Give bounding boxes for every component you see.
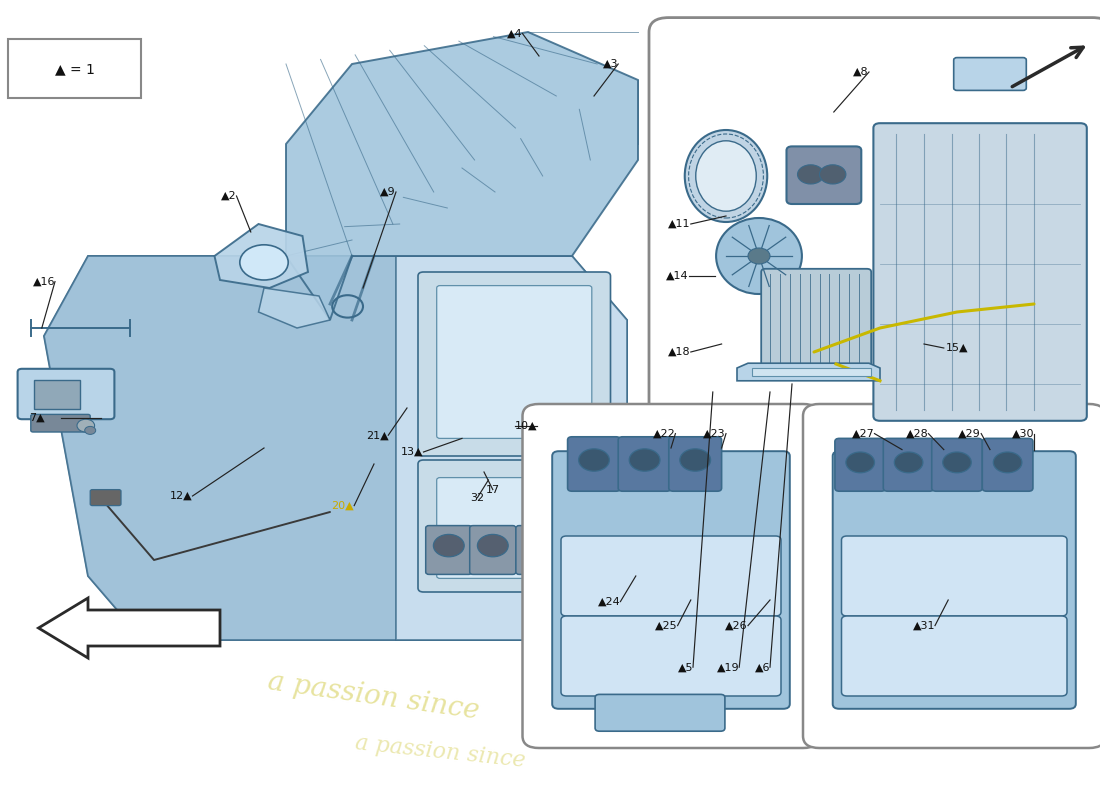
Text: 17: 17 xyxy=(486,485,499,494)
Text: 12▲: 12▲ xyxy=(169,491,192,501)
Circle shape xyxy=(477,534,508,557)
FancyBboxPatch shape xyxy=(470,526,516,574)
FancyBboxPatch shape xyxy=(595,694,725,731)
Polygon shape xyxy=(396,256,627,640)
Circle shape xyxy=(433,534,464,557)
FancyBboxPatch shape xyxy=(873,123,1087,421)
FancyBboxPatch shape xyxy=(561,616,781,696)
FancyBboxPatch shape xyxy=(932,438,982,491)
Text: a passion since: a passion since xyxy=(354,732,526,772)
Circle shape xyxy=(820,165,846,184)
FancyBboxPatch shape xyxy=(561,536,781,616)
Text: 20▲: 20▲ xyxy=(331,501,354,510)
Polygon shape xyxy=(752,368,871,376)
Polygon shape xyxy=(258,288,330,328)
FancyBboxPatch shape xyxy=(426,526,472,574)
Circle shape xyxy=(993,452,1022,473)
Ellipse shape xyxy=(695,141,757,211)
Text: 21▲: 21▲ xyxy=(365,430,388,440)
Circle shape xyxy=(894,452,923,473)
Text: ▲14: ▲14 xyxy=(666,271,689,281)
Text: 13▲: 13▲ xyxy=(402,447,424,457)
Circle shape xyxy=(240,245,288,280)
Circle shape xyxy=(629,449,660,471)
FancyBboxPatch shape xyxy=(883,438,934,491)
FancyBboxPatch shape xyxy=(31,414,90,432)
Polygon shape xyxy=(286,32,638,320)
Circle shape xyxy=(748,248,770,264)
Text: ▲8: ▲8 xyxy=(854,67,869,77)
Ellipse shape xyxy=(684,130,768,222)
FancyBboxPatch shape xyxy=(552,451,790,709)
Text: ▲5: ▲5 xyxy=(678,662,693,672)
FancyBboxPatch shape xyxy=(90,490,121,506)
Text: 7▲: 7▲ xyxy=(29,413,44,422)
Circle shape xyxy=(846,452,874,473)
Text: ▲22: ▲22 xyxy=(652,429,675,438)
Polygon shape xyxy=(44,256,396,640)
FancyArrow shape xyxy=(39,598,220,658)
FancyBboxPatch shape xyxy=(842,616,1067,696)
FancyBboxPatch shape xyxy=(835,438,886,491)
Text: ▲2: ▲2 xyxy=(221,191,236,201)
FancyBboxPatch shape xyxy=(34,380,80,409)
Text: a passion since: a passion since xyxy=(266,668,482,724)
Text: ▲24: ▲24 xyxy=(597,597,620,606)
Text: ▲ = 1: ▲ = 1 xyxy=(55,62,95,76)
FancyBboxPatch shape xyxy=(669,437,722,491)
Circle shape xyxy=(524,534,554,557)
FancyBboxPatch shape xyxy=(516,526,562,574)
Circle shape xyxy=(85,426,96,434)
FancyBboxPatch shape xyxy=(761,269,871,371)
FancyBboxPatch shape xyxy=(954,58,1026,90)
FancyBboxPatch shape xyxy=(649,18,1100,462)
Ellipse shape xyxy=(716,218,802,294)
Text: ▲6: ▲6 xyxy=(755,662,770,672)
Circle shape xyxy=(798,165,824,184)
FancyBboxPatch shape xyxy=(786,146,861,204)
FancyBboxPatch shape xyxy=(18,369,114,419)
Text: ▲4: ▲4 xyxy=(507,29,522,38)
Text: ▲28: ▲28 xyxy=(905,429,928,438)
FancyBboxPatch shape xyxy=(833,451,1076,709)
Text: ▲23: ▲23 xyxy=(703,429,726,438)
Circle shape xyxy=(579,449,609,471)
FancyBboxPatch shape xyxy=(522,404,820,748)
Text: ▲11: ▲11 xyxy=(669,219,691,229)
Text: ▲29: ▲29 xyxy=(958,429,981,438)
Polygon shape xyxy=(44,256,627,640)
FancyBboxPatch shape xyxy=(842,536,1067,616)
Text: ▲26: ▲26 xyxy=(725,621,748,630)
FancyBboxPatch shape xyxy=(418,272,610,456)
FancyBboxPatch shape xyxy=(618,437,671,491)
Text: ▲19: ▲19 xyxy=(716,662,739,672)
Text: 32: 32 xyxy=(471,493,484,502)
FancyBboxPatch shape xyxy=(437,478,592,578)
Text: ▲9: ▲9 xyxy=(381,187,396,197)
Polygon shape xyxy=(214,224,308,288)
FancyBboxPatch shape xyxy=(418,460,610,592)
Text: 15▲: 15▲ xyxy=(946,343,968,353)
FancyBboxPatch shape xyxy=(803,404,1100,748)
FancyBboxPatch shape xyxy=(568,437,620,491)
Circle shape xyxy=(943,452,971,473)
Text: ▲25: ▲25 xyxy=(654,621,678,630)
FancyBboxPatch shape xyxy=(982,438,1033,491)
Text: 10▲: 10▲ xyxy=(515,421,537,430)
FancyBboxPatch shape xyxy=(437,286,592,438)
Text: ▲16: ▲16 xyxy=(33,277,55,286)
Text: ▲27: ▲27 xyxy=(851,429,874,438)
Circle shape xyxy=(680,449,711,471)
Text: ▲18: ▲18 xyxy=(668,347,691,357)
Text: ▲31: ▲31 xyxy=(913,621,935,630)
Circle shape xyxy=(77,419,95,432)
Text: ▲30: ▲30 xyxy=(1012,429,1034,438)
Polygon shape xyxy=(737,363,880,381)
FancyBboxPatch shape xyxy=(8,39,141,98)
Text: ▲3: ▲3 xyxy=(603,59,618,69)
